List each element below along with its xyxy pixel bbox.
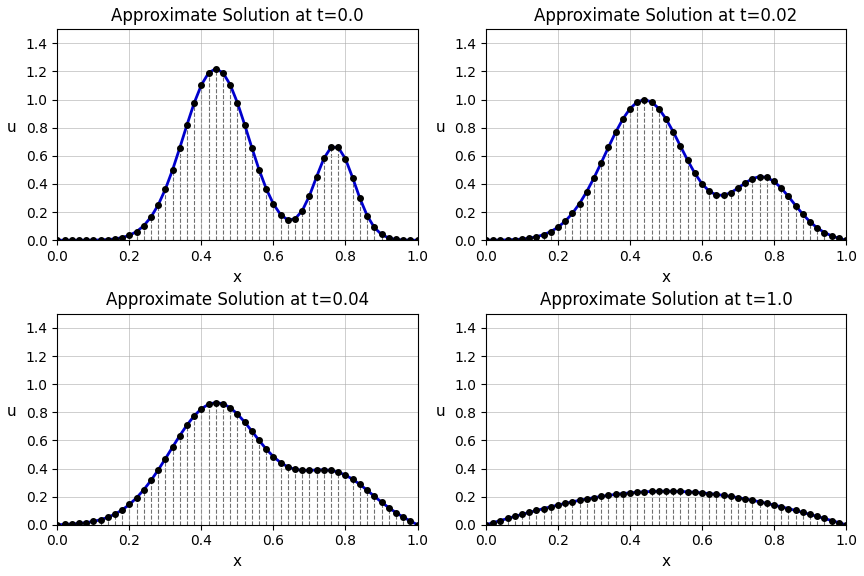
X-axis label: x: x bbox=[233, 270, 242, 285]
Y-axis label: u: u bbox=[7, 120, 16, 135]
Title: Approximate Solution at t=1.0: Approximate Solution at t=1.0 bbox=[540, 291, 792, 309]
Y-axis label: u: u bbox=[435, 404, 445, 419]
Y-axis label: u: u bbox=[435, 120, 445, 135]
X-axis label: x: x bbox=[662, 270, 670, 285]
Title: Approximate Solution at t=0.04: Approximate Solution at t=0.04 bbox=[106, 291, 369, 309]
X-axis label: x: x bbox=[233, 554, 242, 569]
Title: Approximate Solution at t=0.0: Approximate Solution at t=0.0 bbox=[111, 7, 364, 25]
Y-axis label: u: u bbox=[7, 404, 16, 419]
Title: Approximate Solution at t=0.02: Approximate Solution at t=0.02 bbox=[534, 7, 797, 25]
X-axis label: x: x bbox=[662, 554, 670, 569]
